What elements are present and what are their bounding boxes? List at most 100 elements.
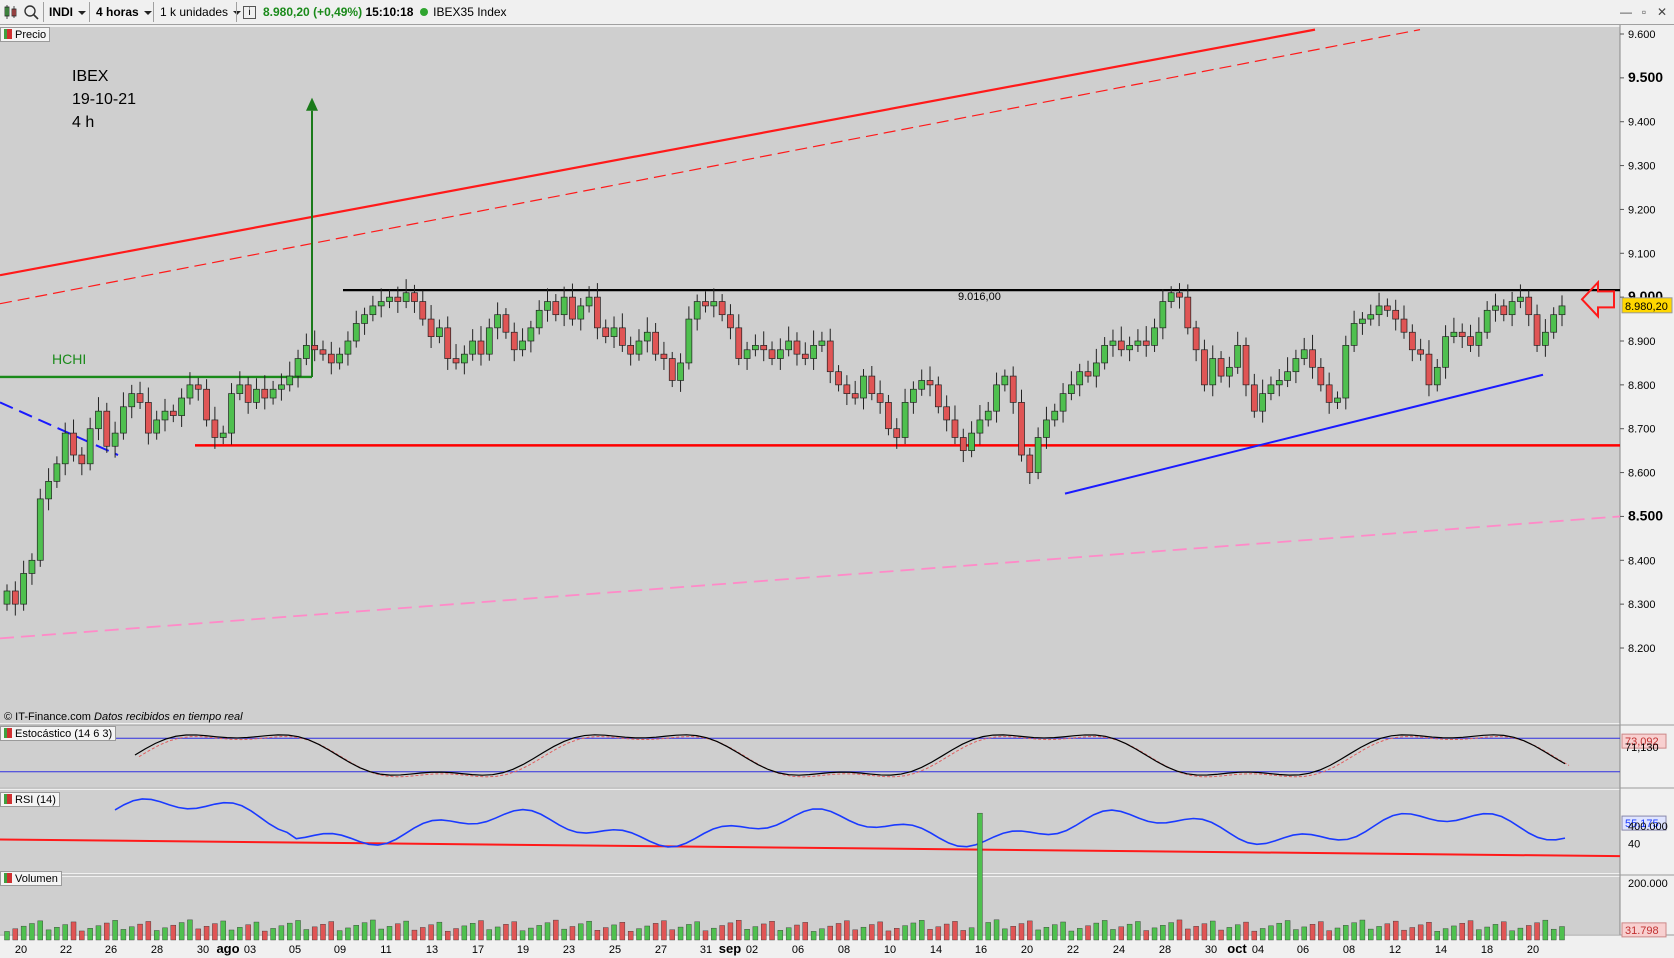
candle — [211, 406, 219, 449]
volume-bar — [187, 919, 193, 941]
search-icon[interactable] — [23, 4, 39, 20]
symbol-selector[interactable]: INDI — [49, 3, 86, 21]
candle — [1392, 299, 1400, 331]
price-panel-bg — [0, 27, 1620, 723]
volume-bar — [511, 921, 517, 941]
candle — [1176, 283, 1183, 309]
volume-bar — [561, 928, 567, 941]
x-tick-label: 24 — [1113, 944, 1125, 956]
chart-area[interactable]: 8.200 8.300 8.400 8.500 8.600 8.700 8.800 8.900… — [0, 25, 1674, 958]
candle-body — [602, 327, 610, 337]
candle-body — [36, 498, 44, 561]
y-tick-label: 9.200 — [1628, 204, 1656, 216]
candle — [444, 316, 452, 370]
candle-body — [1192, 327, 1200, 351]
candle — [1126, 336, 1133, 362]
candle — [327, 341, 335, 375]
candle — [70, 419, 77, 462]
candle — [61, 422, 69, 476]
candle — [436, 319, 443, 344]
candle — [1467, 324, 1474, 352]
candle — [161, 398, 169, 432]
volume-bar — [1218, 929, 1224, 941]
candle-body — [1101, 345, 1108, 364]
candle — [984, 401, 992, 427]
candle — [11, 581, 19, 616]
candle — [219, 425, 227, 445]
candle-body — [1500, 305, 1508, 316]
interval-selector[interactable]: 4 horas — [96, 3, 152, 21]
panel-tag-rsi[interactable]: RSI (14) — [0, 792, 60, 807]
candle — [951, 405, 959, 445]
volume-bar — [943, 923, 950, 941]
panel-color-icon — [4, 29, 12, 39]
candle — [868, 365, 876, 401]
stoch-d-value: 71,130 — [1625, 742, 1659, 754]
candle-body — [718, 301, 726, 316]
volume-bar — [1409, 927, 1416, 941]
candle — [386, 289, 393, 309]
panel-tag-price[interactable]: Precio — [0, 27, 51, 42]
candle-body — [860, 375, 867, 399]
volume-bar — [112, 920, 118, 941]
volume-tick-label: 200.000 — [1628, 878, 1668, 890]
volume-bar — [212, 923, 218, 941]
candle-body — [178, 397, 185, 416]
candle-body — [569, 296, 576, 320]
panel-tag-stoch[interactable]: Estocástico (14 6 3) — [0, 726, 117, 741]
candle — [610, 316, 618, 349]
volume-bar — [1151, 927, 1158, 941]
volume-bar — [827, 925, 833, 941]
candle-body — [1142, 340, 1150, 346]
volume-bar — [744, 929, 750, 941]
volume-bar — [494, 926, 501, 941]
volume-bar — [145, 921, 152, 941]
info-icon[interactable]: i — [243, 6, 256, 19]
x-tick-label: 17 — [472, 944, 484, 956]
candle-body — [194, 384, 202, 390]
candle — [710, 288, 718, 318]
candle-body — [743, 349, 751, 359]
candle — [361, 307, 368, 335]
units-selector[interactable]: 1 k unidades — [160, 3, 242, 21]
minimize-icon[interactable]: — — [1620, 5, 1632, 19]
panel-color-icon — [4, 728, 12, 738]
candle-body — [1134, 340, 1142, 346]
candle — [244, 376, 252, 414]
candle-body — [1092, 362, 1100, 377]
candle-body — [95, 410, 102, 430]
maximize-icon[interactable]: ▫ — [1641, 5, 1647, 19]
volume-bar — [253, 921, 260, 941]
close-icon[interactable]: ✕ — [1656, 5, 1668, 19]
candle-body — [1300, 349, 1308, 359]
candle-body — [1018, 402, 1025, 456]
candle — [111, 421, 119, 458]
panel-tag-volume[interactable]: Volumen — [0, 871, 62, 886]
annotation-title-line: IBEX — [72, 68, 109, 85]
candle — [485, 318, 493, 361]
volume-bar — [478, 920, 484, 941]
candle-body — [876, 393, 884, 403]
volume-bar — [1368, 928, 1374, 941]
volume-bar — [79, 930, 85, 941]
quote-display: 8.980,20 (+0,49%) 15:10:18 IBEX35 Index — [263, 3, 507, 21]
candle — [718, 294, 726, 322]
candle — [1076, 363, 1084, 397]
volume-bar — [1052, 924, 1058, 941]
panel-title: RSI (14) — [15, 794, 56, 806]
candle — [527, 320, 535, 353]
candle — [469, 329, 477, 361]
candle — [186, 372, 194, 405]
candle — [411, 284, 418, 313]
candle — [20, 560, 27, 611]
candle — [968, 421, 975, 458]
candle-body — [361, 314, 368, 324]
y-tick-label: 9.500 — [1628, 69, 1663, 85]
candle-body — [710, 301, 718, 307]
chart-type-icon[interactable] — [4, 4, 18, 20]
candle — [228, 383, 235, 445]
candle — [494, 302, 501, 340]
candle — [585, 286, 593, 313]
candle-body — [419, 301, 427, 320]
candle — [136, 381, 144, 409]
